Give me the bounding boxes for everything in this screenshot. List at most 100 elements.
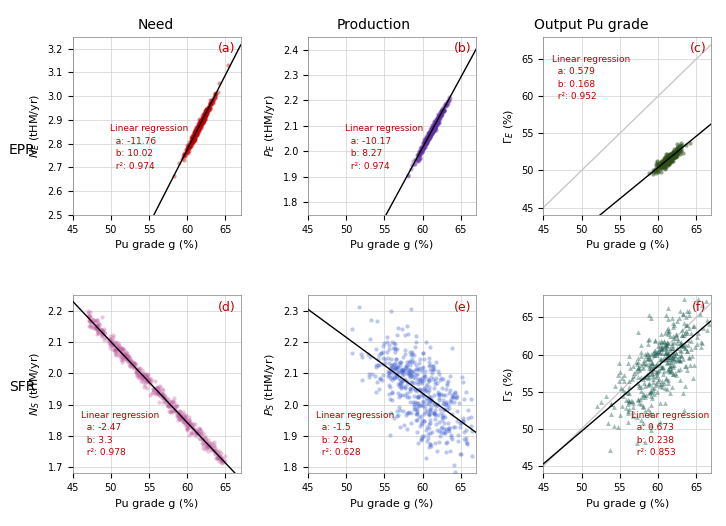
Point (669, 149, 680, 158)
Point (193, 120, 205, 129)
Point (677, 310, 689, 319)
Point (202, 106, 213, 114)
Point (216, 454, 228, 462)
Point (136, 373, 148, 381)
Point (669, 361, 680, 370)
Point (177, 408, 189, 416)
Point (209, 89, 221, 98)
Point (421, 423, 433, 431)
Point (167, 400, 179, 408)
Point (409, 338, 421, 346)
Point (203, 103, 214, 112)
Point (189, 130, 201, 138)
Point (150, 389, 162, 398)
Point (172, 416, 184, 424)
Point (656, 161, 667, 169)
Point (420, 143, 431, 151)
Point (452, 417, 463, 426)
Point (683, 307, 695, 315)
Point (184, 140, 195, 149)
Point (666, 343, 678, 352)
Point (426, 127, 438, 135)
Point (189, 126, 201, 135)
Point (663, 151, 674, 159)
Point (142, 383, 153, 392)
Point (144, 378, 156, 387)
Point (417, 391, 429, 399)
Point (655, 355, 666, 363)
Point (657, 161, 669, 169)
Point (186, 419, 197, 428)
Point (627, 403, 639, 411)
Point (435, 109, 446, 118)
Point (422, 138, 433, 146)
Point (420, 386, 432, 394)
Point (668, 150, 680, 158)
Point (414, 393, 425, 401)
Point (402, 409, 414, 417)
Point (199, 112, 211, 120)
Point (663, 158, 674, 167)
Point (444, 386, 456, 394)
Point (642, 404, 653, 413)
Point (200, 108, 211, 117)
Point (399, 350, 410, 358)
Point (462, 414, 474, 423)
Point (421, 137, 433, 146)
Point (408, 379, 420, 388)
Point (431, 117, 442, 125)
Point (197, 117, 208, 125)
Point (91, 316, 102, 324)
Point (117, 349, 129, 358)
Point (412, 153, 424, 161)
Y-axis label: $N_S$ (tHM/yr): $N_S$ (tHM/yr) (28, 352, 42, 417)
Point (661, 358, 673, 367)
Point (681, 366, 693, 374)
X-axis label: Pu grade g (%): Pu grade g (%) (586, 499, 669, 509)
Point (645, 387, 657, 396)
Point (185, 135, 197, 144)
Point (448, 398, 460, 406)
Point (674, 346, 685, 355)
Point (666, 362, 678, 371)
Point (391, 412, 402, 420)
Point (635, 348, 647, 356)
Point (208, 447, 219, 456)
Point (423, 397, 435, 406)
Point (182, 143, 194, 151)
Point (91, 330, 103, 338)
Point (96, 326, 107, 335)
Point (663, 152, 674, 160)
Point (439, 424, 450, 433)
Point (395, 382, 407, 391)
Point (409, 155, 421, 163)
Point (658, 159, 669, 168)
Point (394, 406, 406, 414)
Point (212, 453, 224, 462)
Point (96, 326, 107, 334)
Point (185, 137, 197, 146)
Point (197, 428, 209, 437)
Point (664, 389, 676, 397)
Point (182, 143, 194, 151)
Point (200, 107, 211, 115)
Point (661, 311, 672, 319)
Point (155, 389, 167, 398)
Point (427, 123, 439, 132)
Point (431, 115, 443, 124)
Point (667, 354, 679, 362)
Point (431, 426, 442, 434)
Point (216, 459, 228, 468)
Point (674, 141, 686, 149)
Point (197, 117, 209, 126)
Point (193, 124, 205, 132)
Point (206, 97, 218, 105)
Point (131, 371, 143, 379)
Point (443, 423, 454, 432)
Point (645, 313, 657, 322)
Point (185, 139, 197, 148)
Point (682, 329, 693, 337)
Point (425, 416, 436, 424)
Point (428, 117, 440, 126)
Point (116, 356, 128, 364)
